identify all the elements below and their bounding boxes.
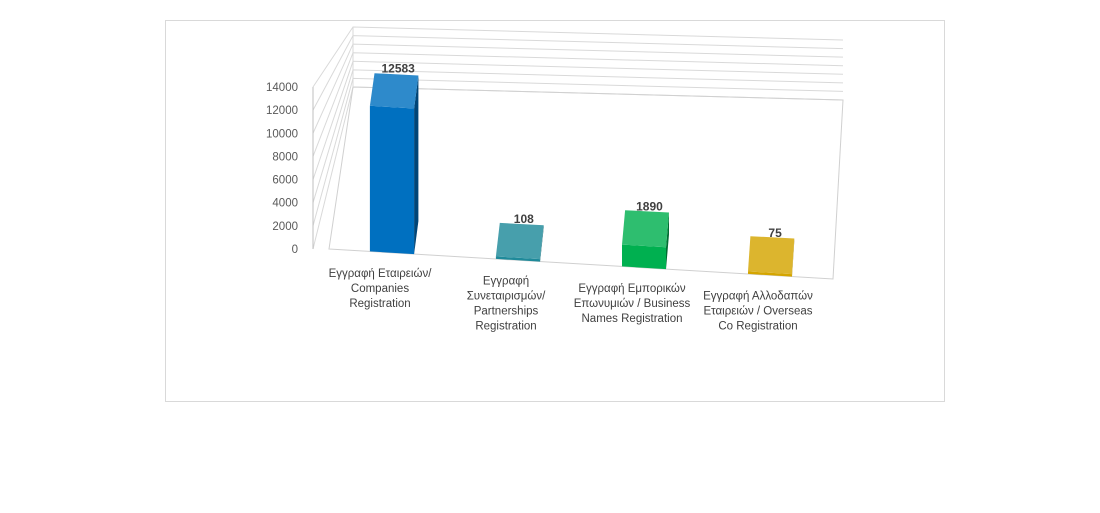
bar-side	[414, 75, 419, 255]
data-label: 75	[768, 226, 782, 240]
bar-top	[748, 236, 795, 275]
data-label: 108	[514, 212, 534, 226]
y-tick-label: 2000	[272, 221, 298, 233]
category-label-line: Εγγραφή	[483, 275, 529, 287]
y-tick-label: 6000	[272, 175, 298, 187]
category-label-line: Partnerships	[474, 305, 539, 317]
y-tick-label: 12000	[266, 105, 298, 117]
category-label: Εγγραφή Αλλοδαπών Εταιρειών / Overseas Co …	[703, 290, 813, 332]
category-label-line: Co Registration	[718, 320, 797, 332]
bar	[369, 73, 419, 255]
bar-top	[369, 73, 419, 109]
bar-chart-3d: 0 2000 4000 6000 8000 10000 12000 14000 12583 Εγγ…	[266, 26, 844, 332]
category-label-line: Εγγραφή Αλλοδαπών	[703, 290, 813, 302]
bar-front	[748, 271, 792, 277]
bar	[748, 236, 795, 277]
category-label-line: Εγγραφή Εμπορικών	[578, 283, 686, 295]
bar-side	[666, 212, 669, 270]
data-label: 1890	[636, 200, 663, 214]
bar	[495, 222, 544, 262]
category-label-line: Registration	[475, 320, 536, 332]
chart-frame: 0 2000 4000 6000 8000 10000 12000 14000 12583 Εγγ…	[165, 20, 945, 402]
bar-side	[792, 238, 795, 277]
bar-front	[495, 256, 541, 262]
bar-top	[622, 210, 669, 248]
category-label-line: Registration	[349, 298, 410, 310]
category-label-line: Εταιρειών / Overseas	[703, 305, 812, 317]
category-label-line: Companies	[351, 283, 409, 295]
bar-front	[622, 244, 666, 270]
category-label-line: Συνεταιρισμών/	[467, 290, 546, 302]
category-label-line: Names Registration	[582, 313, 683, 325]
bar-front	[369, 105, 415, 255]
category-label-line: Επωνυμιών / Business	[574, 298, 691, 310]
y-tick-label: 0	[292, 244, 298, 256]
y-tick-label: 4000	[272, 198, 298, 210]
category-label: Εγγραφή Εμπορικών Επωνυμιών / Business Nam…	[574, 283, 691, 325]
bar	[622, 210, 669, 270]
category-label-line: Εγγραφή Εταιρειών/	[329, 268, 433, 280]
y-tick-label: 14000	[266, 82, 298, 94]
bar-top	[495, 222, 544, 260]
category-label: Εγγραφή Συνεταιρισμών/Partnerships Registr…	[467, 275, 546, 332]
data-label: 12583	[381, 62, 415, 76]
y-tick-label: 10000	[266, 128, 298, 140]
bar-side	[540, 225, 544, 262]
category-label: Εγγραφή Εταιρειών/Companies Registration	[329, 268, 433, 310]
y-tick-label: 8000	[272, 151, 298, 163]
